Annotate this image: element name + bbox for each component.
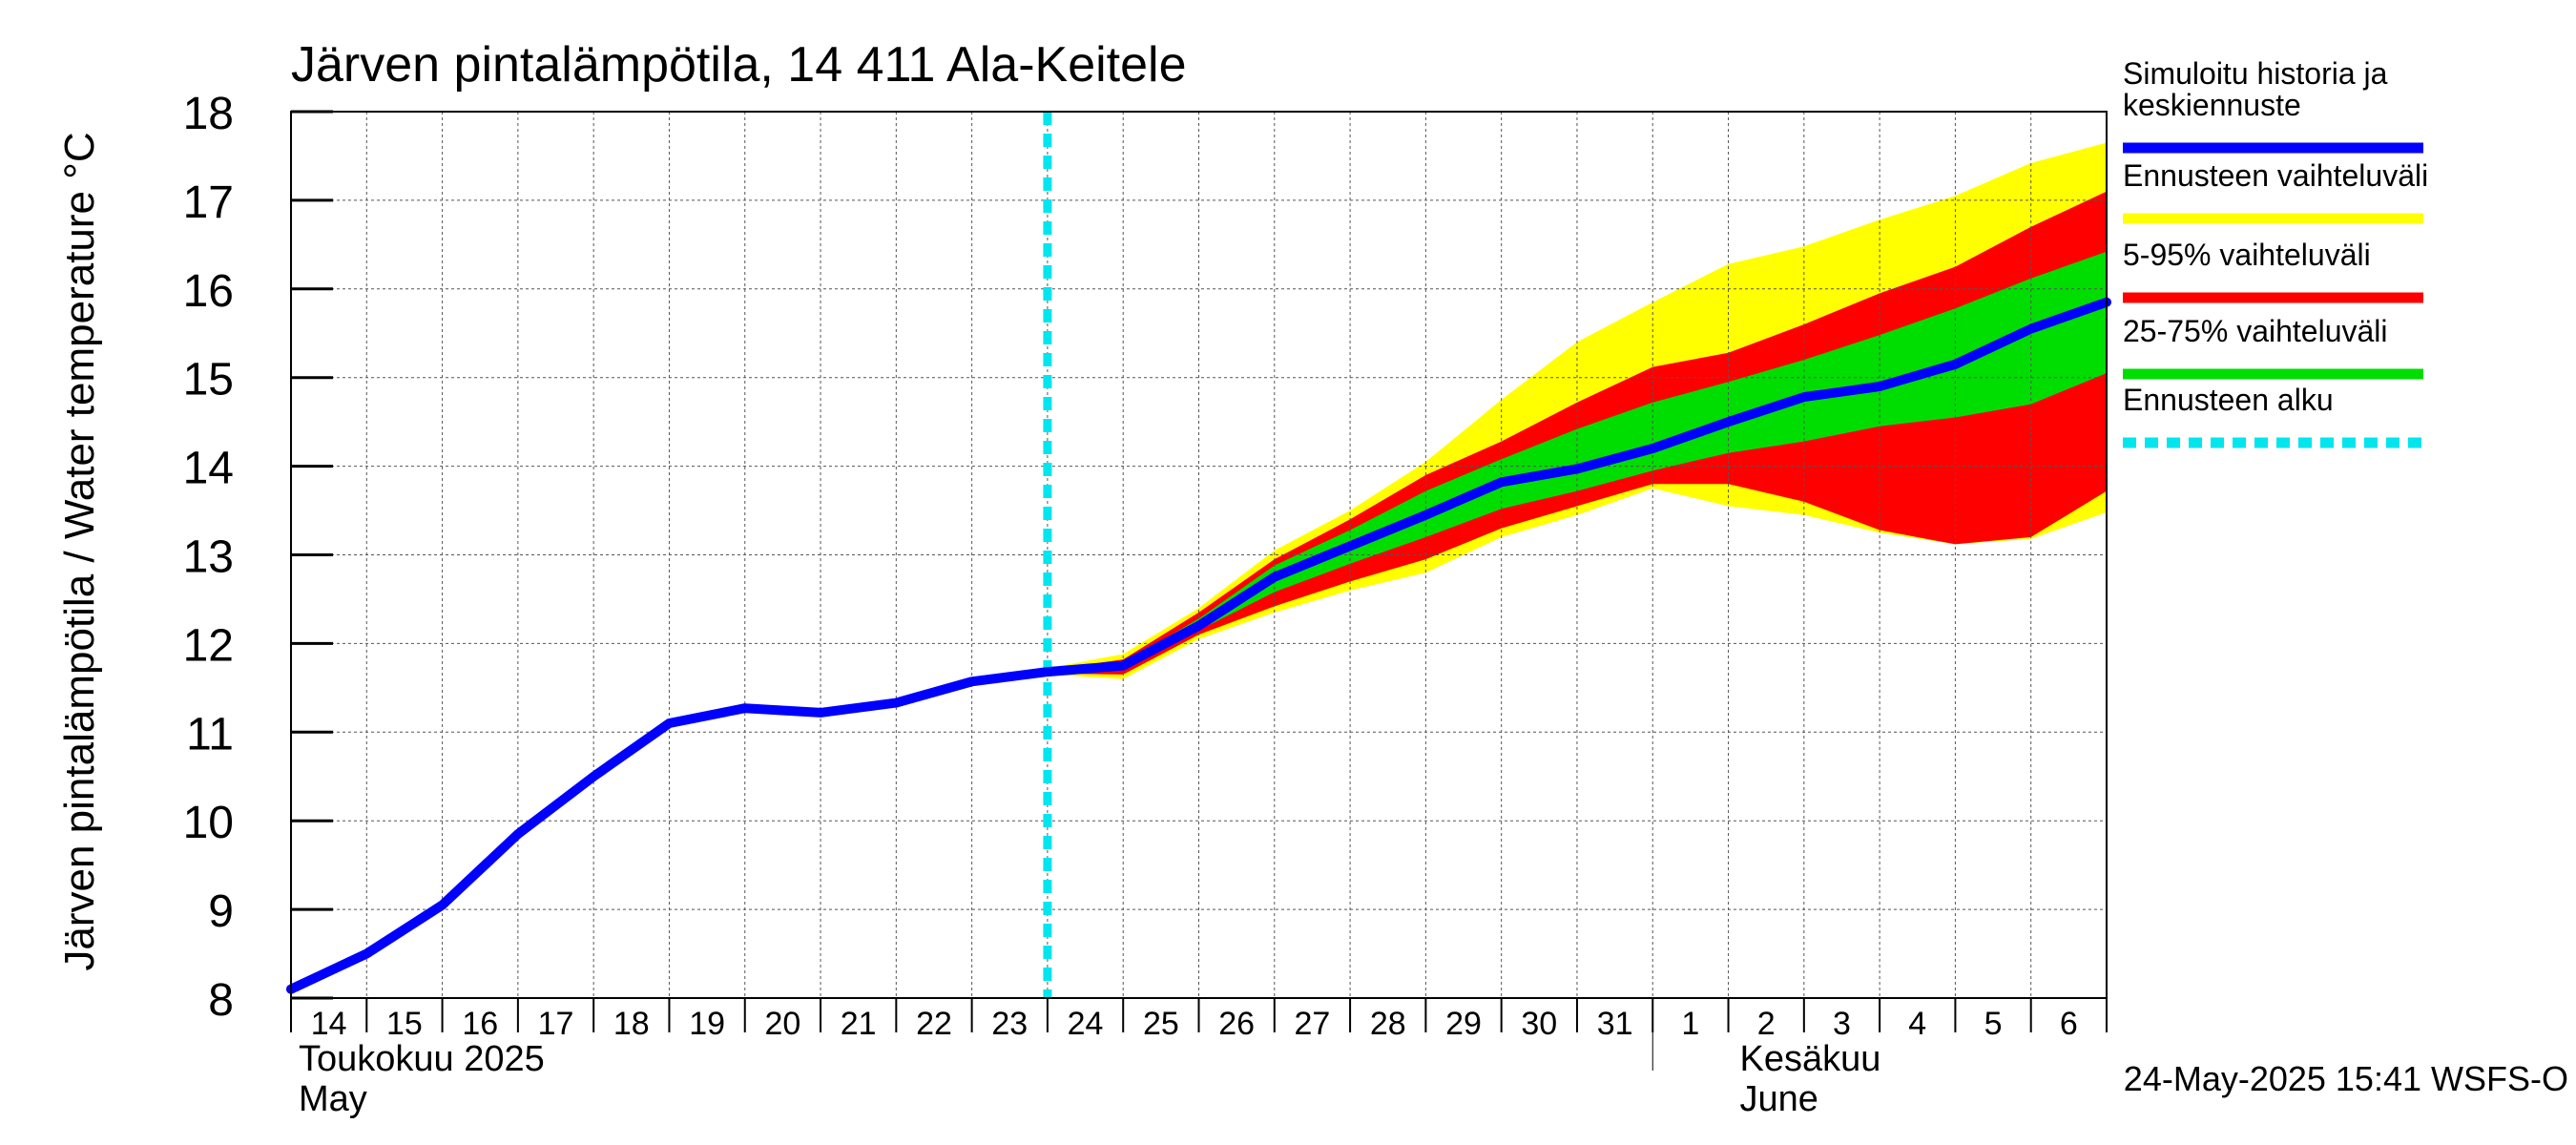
data-point-0-11 — [1122, 664, 1125, 667]
x-tick-label-30: 30 — [1521, 1006, 1557, 1042]
data-point-0-14 — [1349, 545, 1352, 548]
x-tick-label-24: 24 — [1068, 1006, 1104, 1042]
data-point-0-6 — [743, 707, 746, 710]
x-tick-label-27: 27 — [1295, 1006, 1331, 1042]
data-point-0-3 — [516, 833, 519, 836]
x-tick-label-2: 2 — [1757, 1006, 1776, 1042]
x-tick-label-5: 5 — [1984, 1006, 2003, 1042]
x-tick-label-19: 19 — [689, 1006, 725, 1042]
grid — [291, 112, 2107, 998]
data-point-0-15 — [1424, 513, 1427, 516]
legend-label-0-0: Simuloitu historia ja — [2123, 56, 2388, 91]
month-label-0: Toukokuu 2025 — [299, 1039, 545, 1079]
y-tick-label-14: 14 — [183, 444, 234, 494]
legend-label-4-0: Ennusteen alku — [2123, 383, 2334, 417]
x-tick-label-4: 4 — [1908, 1006, 1926, 1042]
x-tick-label-6: 6 — [2060, 1006, 2078, 1042]
timestamp: 24-May-2025 15:41 WSFS-O — [2124, 1059, 2568, 1098]
x-tick-label-28: 28 — [1370, 1006, 1406, 1042]
month-label-en-1: June — [1740, 1079, 1818, 1119]
data-point-0-5 — [668, 722, 671, 725]
y-tick-label-15: 15 — [183, 355, 234, 406]
data-point-0-17 — [1575, 468, 1578, 470]
x-tick-label-20: 20 — [764, 1006, 800, 1042]
x-tick-label-16: 16 — [462, 1006, 498, 1042]
data-point-0-21 — [1879, 385, 1881, 387]
legend-label-0-1: keskiennuste — [2123, 88, 2301, 122]
y-tick-label-17: 17 — [183, 177, 234, 228]
legend-label-1-0: Ennusteen vaihteluväli — [2123, 158, 2428, 193]
x-tick-label-29: 29 — [1445, 1006, 1482, 1042]
data-point-0-18 — [1652, 448, 1654, 450]
data-point-0-16 — [1500, 481, 1503, 484]
y-tick-label-11: 11 — [186, 709, 234, 760]
y-tick-label-12: 12 — [183, 620, 234, 671]
x-tick-label-21: 21 — [841, 1006, 877, 1042]
data-point-0-22 — [1954, 363, 1957, 365]
data-point-0-1 — [365, 952, 368, 955]
y-tick-label-13: 13 — [183, 532, 234, 583]
y-axis-label: Järven pintalämpötila / Water temperatur… — [56, 132, 103, 970]
x-tick-label-3: 3 — [1833, 1006, 1851, 1042]
data-point-0-23 — [2029, 327, 2032, 330]
x-tick-label-23: 23 — [991, 1006, 1028, 1042]
data-point-0-13 — [1273, 575, 1276, 578]
data-point-0-20 — [1802, 396, 1805, 399]
y-tick-label-16: 16 — [183, 266, 234, 317]
x-tick-label-31: 31 — [1597, 1006, 1633, 1042]
y-tick-label-18: 18 — [183, 89, 234, 139]
x-tick-label-18: 18 — [613, 1006, 650, 1042]
legend-label-3-0: 25-75% vaihteluväli — [2123, 314, 2388, 348]
legend-label-2-0: 5-95% vaihteluväli — [2123, 238, 2371, 272]
x-tick-label-26: 26 — [1218, 1006, 1255, 1042]
x-tick-label-1: 1 — [1681, 1006, 1699, 1042]
data-point-0-4 — [592, 775, 595, 778]
month-label-1: Kesäkuu — [1740, 1039, 1881, 1079]
data-point-0-7 — [820, 711, 822, 714]
data-point-0-10 — [1046, 671, 1049, 674]
y-tick-label-10: 10 — [183, 798, 234, 848]
data-point-0-2 — [441, 904, 444, 906]
data-point-0-9 — [970, 680, 973, 683]
x-tick-label-15: 15 — [386, 1006, 423, 1042]
x-tick-label-25: 25 — [1143, 1006, 1179, 1042]
y-tick-label-9: 9 — [208, 886, 234, 937]
x-tick-label-22: 22 — [916, 1006, 952, 1042]
data-point-0-8 — [895, 701, 898, 704]
data-point-0-19 — [1727, 421, 1730, 424]
month-label-en-0: May — [299, 1079, 367, 1119]
y-tick-label-8: 8 — [208, 975, 234, 1026]
x-tick-label-14: 14 — [311, 1006, 347, 1042]
chart-title: Järven pintalämpötila, 14 411 Ala-Keitel… — [291, 37, 1187, 93]
x-tick-label-17: 17 — [538, 1006, 574, 1042]
data-point-0-12 — [1197, 624, 1200, 627]
